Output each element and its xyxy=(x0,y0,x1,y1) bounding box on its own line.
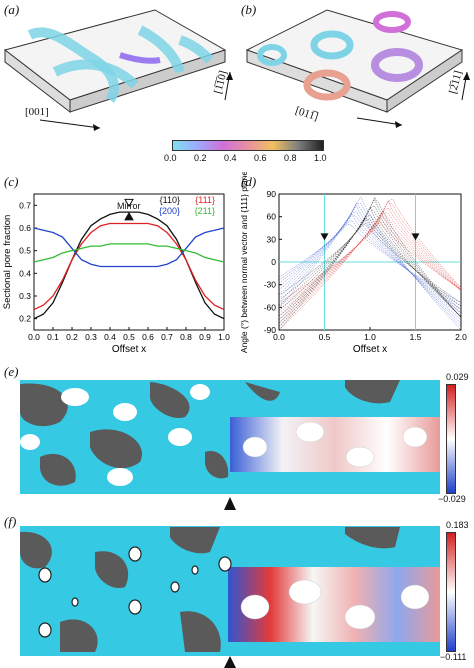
x-tick-label: 0.8 xyxy=(180,332,192,342)
panel-b: (b) [011̅] [2̅11] xyxy=(237,0,474,140)
colorbar-tick-label: 0.8 xyxy=(284,153,297,163)
colorbar: 0.0 0.2 0.4 0.6 0.8 1.0 xyxy=(164,140,327,170)
x-tick-label: 1.0 xyxy=(218,332,230,342)
y-tick-label: 0.2 xyxy=(19,314,31,324)
series-curve xyxy=(278,205,462,324)
x-tick-label: 1.5 xyxy=(410,332,422,342)
colorbar-tick-label: 0.2 xyxy=(194,153,207,163)
colorbar-gradient xyxy=(172,140,324,151)
y-tick-label: -30 xyxy=(264,280,277,290)
series-curve xyxy=(278,198,462,327)
panel-e-label: (e) xyxy=(4,364,19,379)
triangle-marker xyxy=(124,198,134,208)
panel-f: (f) 0.183 xyxy=(0,512,474,668)
legend-entry: {200} xyxy=(159,206,180,216)
series-curve xyxy=(278,211,462,317)
dir-label-a1: [001] xyxy=(25,106,49,118)
series-curve xyxy=(278,198,462,331)
colorbar-tick-label: 0.6 xyxy=(254,153,267,163)
legend-entry: {111} xyxy=(195,195,215,205)
x-axis-label: Offset x xyxy=(353,344,387,355)
series-curve xyxy=(278,203,462,324)
scale-min-e: −0.029 xyxy=(438,494,466,504)
series-curve xyxy=(278,196,462,331)
scale-bar-e xyxy=(446,384,456,494)
series-curve xyxy=(278,220,462,307)
panel-d-label: (d) xyxy=(241,174,257,189)
y-tick-label: 0.7 xyxy=(19,200,31,210)
series-curve xyxy=(278,211,462,317)
x-tick-label: 0.0 xyxy=(273,332,285,342)
series-line xyxy=(33,222,225,311)
y-tick-label: 0 xyxy=(271,257,276,267)
y-tick-label: 30 xyxy=(267,234,277,244)
y-tick-label: 0.5 xyxy=(19,246,31,256)
triangle-marker xyxy=(124,211,134,221)
panel-c: (c) 0.0 0.1 0.2 0.3 0.4 0.5 0.6 0.7 0.8 0.9 1.0 0.2… xyxy=(0,172,237,362)
colorbar-tick-label: 0.0 xyxy=(164,153,177,163)
y-tick-label: 90 xyxy=(267,189,277,199)
x-tick-label: 0.6 xyxy=(142,332,154,342)
series-curve xyxy=(278,221,462,307)
series-curve xyxy=(278,222,462,304)
y-axis-label: Angle (°) between normal vector and {111… xyxy=(239,172,249,353)
x-tick-label: 0.1 xyxy=(47,332,59,342)
panel-a: (a) [001] [1̅1̅0] xyxy=(0,0,237,140)
panel-f-label: (f) xyxy=(4,514,17,529)
x-tick-label: 0.3 xyxy=(85,332,97,342)
series-curve xyxy=(278,203,462,327)
panel-c-label: (c) xyxy=(4,174,19,189)
scale-max-e: 0.029 xyxy=(446,372,469,382)
series-curve xyxy=(278,205,462,320)
y-tick-label: 60 xyxy=(267,212,277,222)
colorbar-tick-label: 0.4 xyxy=(224,153,237,163)
series-curve xyxy=(278,222,462,304)
angle-chart: 0.0 0.5 1.0 1.5 2.0 -90 -60 -30 0 30 60 90 Offset x A… xyxy=(239,172,467,355)
panel-d: (d) 0.0 0.5 1.0 1.5 2.0 -90 -60 -30 0 30 60 90 Offse… xyxy=(237,172,474,362)
panel-a-render xyxy=(3,9,233,131)
panel-b-label: (b) xyxy=(241,2,257,17)
scale-bar-f xyxy=(446,532,456,652)
surface-map-f xyxy=(20,526,440,668)
y-tick-label: 0.4 xyxy=(19,268,31,278)
x-tick-label: 0.5 xyxy=(319,332,331,342)
scale-min-f: −0.111 xyxy=(440,652,467,662)
series-curve xyxy=(278,213,462,310)
x-tick-label: 1.0 xyxy=(364,332,376,342)
panel-e: (e) 0.029 −0.029 xyxy=(0,362,474,512)
x-tick-label: 0.4 xyxy=(104,332,116,342)
legend-entry: {110} xyxy=(160,195,180,205)
surface-map-e xyxy=(20,380,440,510)
series-curve xyxy=(278,213,462,314)
x-tick-label: 0.0 xyxy=(28,332,40,342)
series-curve xyxy=(278,196,462,331)
mirror-annotation: Mirror xyxy=(117,201,141,211)
y-axis-label: Sectional pore fraction xyxy=(2,215,13,310)
x-axis-label: Offset x xyxy=(112,344,146,355)
series-curve xyxy=(278,207,462,320)
series-curve xyxy=(278,211,462,314)
y-tick-label: -60 xyxy=(264,302,277,312)
panel-a-label: (a) xyxy=(4,2,20,17)
series-line xyxy=(33,227,225,268)
y-tick-label: -90 xyxy=(264,325,277,335)
y-tick-label: 0.6 xyxy=(19,223,31,233)
x-tick-label: 0.7 xyxy=(161,332,173,342)
x-tick-label: 0.9 xyxy=(199,332,211,342)
triangle-marker xyxy=(411,233,420,241)
panel-b-render xyxy=(245,9,470,128)
colorbar-tick-label: 1.0 xyxy=(314,153,327,163)
legend-entry: {211} xyxy=(195,206,215,216)
series-line xyxy=(33,243,225,263)
x-tick-label: 2.0 xyxy=(455,332,467,342)
pore-fraction-chart: 0.0 0.1 0.2 0.3 0.4 0.5 0.6 0.7 0.8 0.9 1.0 0.2 0.3 0… xyxy=(2,193,230,355)
triangle-marker xyxy=(320,233,329,241)
x-tick-label: 0.2 xyxy=(66,332,78,342)
series-line xyxy=(33,211,225,320)
y-tick-label: 0.3 xyxy=(19,291,31,301)
colorbar-ticks: 0.0 0.2 0.4 0.6 0.8 1.0 xyxy=(164,153,327,165)
scale-max-f: 0.183 xyxy=(446,520,469,530)
series-curve xyxy=(278,223,462,304)
x-tick-label: 0.5 xyxy=(123,332,135,342)
